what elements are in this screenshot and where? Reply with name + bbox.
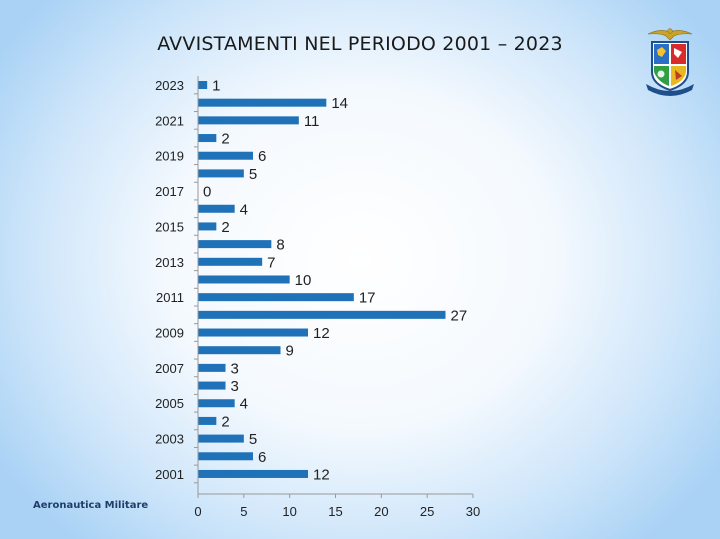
data-label-2004: 2 <box>221 413 229 430</box>
data-label-2020: 2 <box>221 131 229 148</box>
y-tick-label-2003: 2003 <box>155 432 184 447</box>
x-tick-label-0: 0 <box>194 504 201 519</box>
data-label-2014: 8 <box>276 237 284 254</box>
y-tick-label-2023: 2023 <box>155 78 184 93</box>
data-label-2003: 5 <box>249 431 257 448</box>
data-label-2010: 27 <box>451 307 468 324</box>
data-label-2017: 0 <box>203 184 211 201</box>
bar-2021 <box>198 116 299 125</box>
bar-2022 <box>198 98 327 107</box>
y-tick-label-2021: 2021 <box>155 113 184 128</box>
data-label-2011: 17 <box>359 290 376 307</box>
y-tick-label-2009: 2009 <box>155 326 184 341</box>
bar-2013 <box>198 257 263 266</box>
bar-2016 <box>198 204 235 213</box>
data-label-2022: 14 <box>331 95 348 112</box>
bar-2011 <box>198 293 354 302</box>
data-label-2007: 3 <box>231 360 239 377</box>
bar-2008 <box>198 346 281 355</box>
y-tick-label-2011: 2011 <box>156 290 184 305</box>
y-axis: 2023 2021 2019 2017 2015 2013 2011 2009 2007 2005… <box>155 76 199 494</box>
data-label-2018: 5 <box>249 166 257 183</box>
x-tick-label-5: 5 <box>240 504 247 519</box>
x-axis: 0 5 10 15 20 25 30 <box>194 493 480 519</box>
data-label-2005: 4 <box>240 396 248 413</box>
y-tick-label-2001: 2001 <box>155 467 184 482</box>
data-label-2009: 12 <box>313 325 330 342</box>
bar-2001 <box>198 469 308 478</box>
y-tick-label-2007: 2007 <box>155 361 184 376</box>
y-tick-label-2005: 2005 <box>155 396 184 411</box>
bar-2020 <box>198 134 217 143</box>
footer-label: Aeronautica Militare <box>33 500 149 511</box>
data-label-2002: 6 <box>258 449 266 466</box>
chart-title: AVVISTAMENTI NEL PERIODO 2001 – 2023 <box>157 33 563 55</box>
data-label-2008: 9 <box>286 343 294 360</box>
bar-2005 <box>198 399 235 408</box>
bar-2015 <box>198 222 217 231</box>
y-tick-label-2017: 2017 <box>155 184 184 199</box>
bar-2002 <box>198 452 253 461</box>
bar-2012 <box>198 275 290 284</box>
data-label-2021: 11 <box>304 113 320 130</box>
bar-2007 <box>198 363 226 372</box>
bar-2006 <box>198 381 226 390</box>
x-tick-label-20: 20 <box>374 504 388 519</box>
y-tick-label-2015: 2015 <box>155 219 184 234</box>
y-tick-label-2019: 2019 <box>155 149 184 164</box>
bar-2004 <box>198 416 217 425</box>
x-tick-label-10: 10 <box>282 504 296 519</box>
data-label-2015: 2 <box>221 219 229 236</box>
data-label-2019: 6 <box>258 148 266 165</box>
bar-2010 <box>198 310 446 319</box>
data-label-2013: 7 <box>267 254 275 271</box>
x-tick-label-30: 30 <box>466 504 480 519</box>
data-label-2016: 4 <box>240 201 248 218</box>
y-tick-label-2013: 2013 <box>155 255 184 270</box>
bar-2023 <box>198 81 208 89</box>
bar-2014 <box>198 240 272 249</box>
aeronautica-militare-crest-icon <box>646 28 694 96</box>
data-label-2023: 1 <box>212 78 220 95</box>
bar-2018 <box>198 169 244 178</box>
x-tick-label-25: 25 <box>420 504 434 519</box>
data-label-2001: 12 <box>313 466 330 483</box>
bar-2019 <box>198 151 253 160</box>
x-tick-label-15: 15 <box>328 504 342 519</box>
data-label-2006: 3 <box>231 378 239 395</box>
bar-2003 <box>198 434 244 443</box>
bar-2009 <box>198 328 308 337</box>
data-label-2012: 10 <box>295 272 312 289</box>
